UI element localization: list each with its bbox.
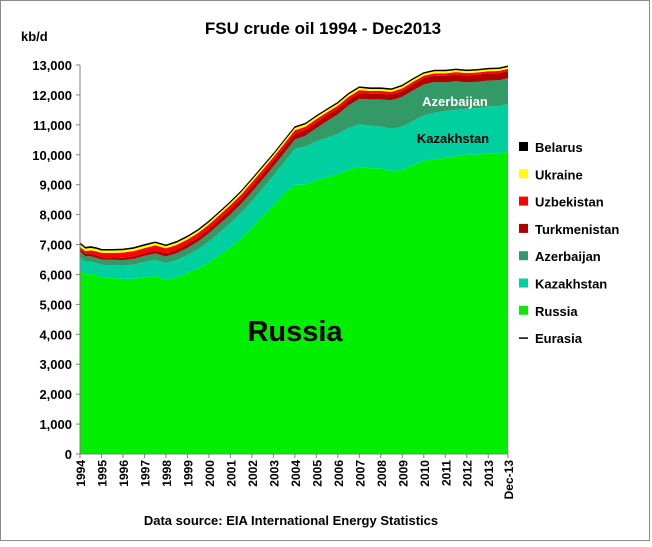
y-tick-label: 1,000 [39, 417, 72, 432]
annotation-kazakhstan: Kazakhstan [417, 131, 489, 146]
legend-label: Belarus [535, 140, 583, 155]
y-tick-label: 4,000 [39, 327, 72, 342]
y-axis: 0 1,000 2,000 3,000 4,000 5,000 6,000 7,000 8,00… [32, 58, 81, 462]
x-tick-label: 2004 [289, 460, 303, 487]
x-tick-label: Dec-13 [502, 460, 516, 500]
legend-swatch [519, 196, 528, 206]
legend: Belarus Ukraine Uzbekistan Turkmenistan Azer… [519, 140, 619, 346]
y-tick-label: 0 [65, 447, 72, 462]
legend-label: Eurasia [535, 331, 583, 346]
x-axis: 1994 1995 1996 1997 1998 1999 2000 2001 2002 2003… [74, 453, 516, 500]
annotation-russia: Russia [247, 316, 343, 348]
area-kazakhstan [80, 103, 508, 280]
x-tick-label: 1996 [117, 460, 131, 487]
legend-swatch [519, 223, 528, 233]
x-tick-label: 2000 [203, 460, 217, 487]
y-axis-label: kb/d [21, 29, 48, 44]
x-tick-label: 2009 [396, 460, 410, 487]
y-tick-label: 10,000 [32, 148, 72, 163]
x-tick-label: 2010 [418, 460, 432, 487]
data-source: Data source: EIA International Energy St… [144, 513, 438, 528]
x-tick-label: 1998 [160, 460, 174, 487]
x-tick-label: 2001 [224, 460, 238, 487]
y-tick-label: 13,000 [32, 58, 72, 73]
legend-label: Uzbekistan [535, 195, 604, 210]
x-tick-label: 2011 [439, 460, 453, 486]
x-tick-label: 2013 [482, 460, 496, 487]
y-tick-label: 7,000 [39, 238, 72, 253]
line-eurasia [79, 65, 509, 250]
y-tick-label: 8,000 [39, 208, 72, 223]
x-tick-label: 1994 [74, 460, 88, 487]
x-tick-label: 1995 [95, 460, 109, 487]
plot-area [79, 65, 509, 454]
x-tick-label: 2003 [267, 460, 281, 487]
legend-swatch [519, 305, 528, 315]
y-tick-label: 9,000 [39, 178, 72, 193]
y-tick-label: 3,000 [39, 357, 72, 372]
legend-swatch [519, 251, 528, 261]
y-tick-label: 6,000 [39, 267, 72, 282]
legend-swatch [519, 278, 528, 288]
legend-label: Kazakhstan [535, 277, 607, 292]
x-tick-label: 2005 [310, 460, 324, 487]
x-tick-label: 2002 [246, 460, 260, 487]
x-tick-label: 1997 [138, 460, 152, 487]
y-tick-label: 12,000 [32, 88, 72, 103]
chart-title: FSU crude oil 1994 - Dec2013 [205, 19, 441, 38]
x-tick-label: 2007 [353, 460, 367, 487]
y-tick-label: 2,000 [39, 387, 72, 402]
legend-label: Russia [535, 304, 578, 319]
area-azerbaijan [80, 78, 508, 266]
y-tick-label: 5,000 [39, 297, 72, 312]
y-tick-label: 11,000 [33, 118, 72, 133]
annotation-azerbaijan: Azerbaijan [422, 94, 488, 109]
legend-swatch [519, 142, 528, 151]
legend-swatch [519, 169, 528, 179]
x-tick-label: 2008 [375, 460, 389, 487]
x-tick-label: 2012 [461, 460, 475, 487]
legend-label: Ukraine [535, 167, 583, 182]
legend-label: Azerbaijan [535, 249, 601, 264]
area-russia [80, 151, 508, 454]
x-tick-label: 1999 [181, 460, 195, 487]
x-tick-label: 2006 [332, 460, 346, 487]
legend-label: Turkmenistan [535, 222, 619, 237]
